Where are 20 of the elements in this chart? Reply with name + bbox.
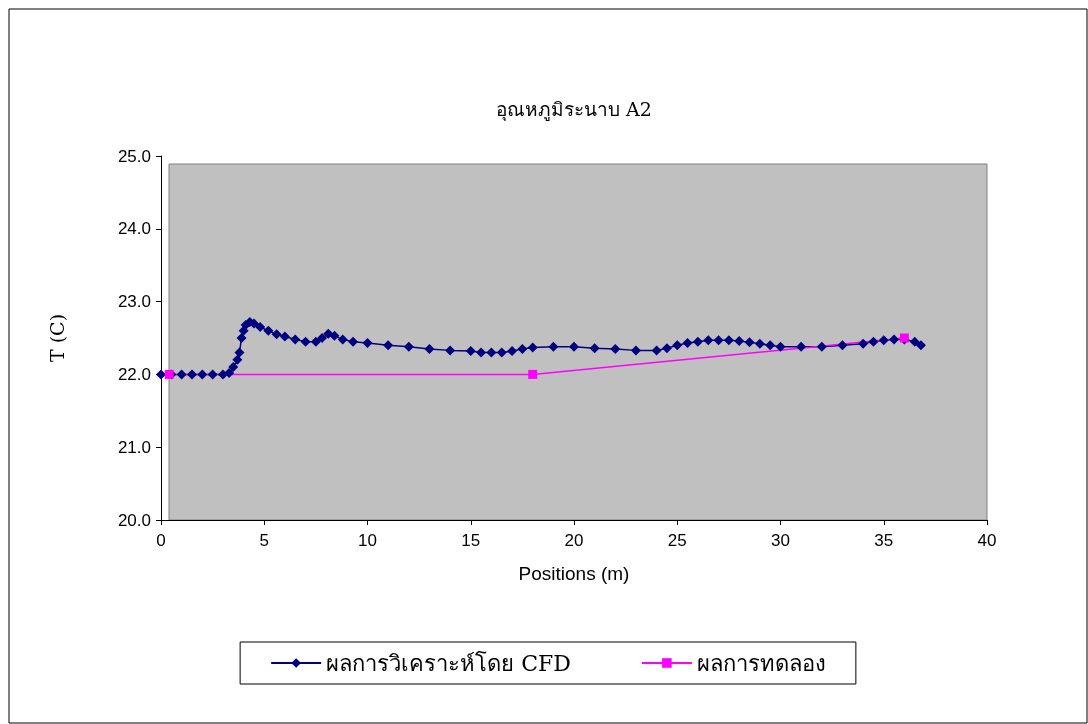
y-tick-label: 24.0: [117, 219, 151, 239]
y-tick-label: 23.0: [117, 292, 151, 312]
x-tick-label: 15: [461, 531, 481, 550]
x-tick-label: 25: [667, 531, 687, 550]
x-tick-label: 0: [156, 531, 166, 550]
x-tick-label: 10: [358, 531, 377, 550]
x-tick-label: 40: [977, 531, 997, 550]
y-tick-label: 20.0: [117, 510, 151, 530]
legend-label: ผลการทดลอง: [696, 650, 826, 676]
y-axis-title: T (C): [45, 313, 68, 363]
x-axis-title: Positions (m): [518, 563, 630, 584]
x-tick-label: 30: [771, 531, 790, 550]
y-tick-label: 22.0: [117, 364, 151, 384]
x-tick-label: 20: [564, 531, 584, 550]
x-tick-label: 35: [874, 531, 894, 550]
chart-title: อุณหภูมิระนาบ A2: [496, 97, 652, 122]
y-tick-label: 21.0: [117, 437, 151, 457]
x-tick-label: 5: [259, 531, 269, 550]
y-tick-label: 25.0: [117, 146, 151, 166]
legend-label: ผลการวิเคราะห์โดย CFD: [326, 650, 571, 676]
